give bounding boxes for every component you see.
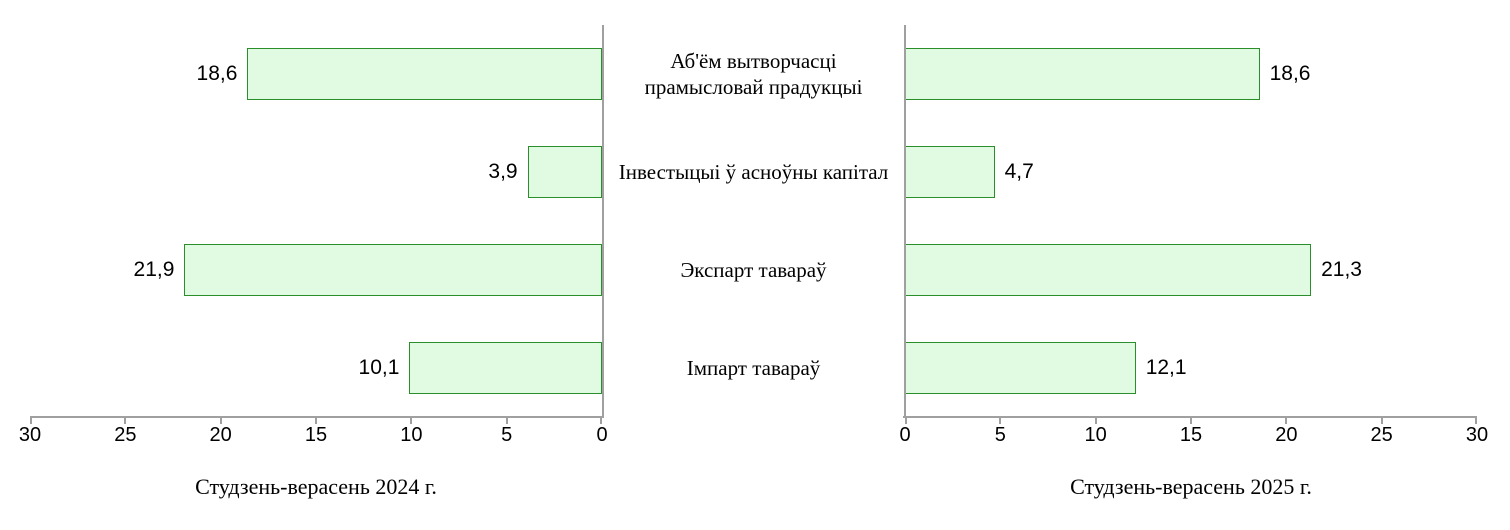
chart-2025-plot-area: 18,6 4,7 21,3 12,1 bbox=[905, 25, 1477, 417]
bar-row: 10,1 bbox=[30, 319, 602, 417]
axis-tick-label: 5 bbox=[994, 424, 1006, 446]
bar-row: 18,6 bbox=[905, 25, 1477, 123]
axis-tick bbox=[315, 418, 317, 424]
x-axis-ticks-2024: 30 25 20 15 10 5 0 bbox=[19, 417, 608, 447]
axis-tick-label: 20 bbox=[209, 424, 232, 446]
axis-tick-label: 0 bbox=[596, 424, 608, 446]
axis-tick-label: 25 bbox=[1370, 424, 1393, 446]
axis-title-2025: Студзень-верасень 2025 г. bbox=[1070, 474, 1312, 499]
bar-row: 12,1 bbox=[905, 319, 1477, 417]
axis-tick-label: 20 bbox=[1275, 424, 1298, 446]
bar bbox=[184, 244, 602, 296]
axis-tick-label: 15 bbox=[1179, 424, 1203, 446]
bar bbox=[527, 146, 602, 198]
value-axis-line-2025 bbox=[904, 25, 906, 417]
bar-value-label: 4,7 bbox=[1004, 160, 1034, 183]
category-label: Экспарт тавараў bbox=[680, 258, 827, 282]
axis-tick bbox=[1475, 418, 1477, 424]
axis-tick bbox=[219, 418, 222, 424]
category-label: Аб'ём вытворчасці прамысловай прадукцыі bbox=[644, 49, 863, 99]
bar-row: 4,7 bbox=[905, 123, 1477, 221]
axis-tick-label: 0 bbox=[899, 424, 911, 446]
bar bbox=[905, 244, 1312, 296]
axis-tick-label: 5 bbox=[501, 424, 513, 446]
bar-row: 18,6 bbox=[30, 25, 602, 123]
bar-value-label: 18,6 bbox=[196, 62, 238, 85]
axis-tick bbox=[905, 418, 907, 424]
bar-value-label: 12,1 bbox=[1145, 356, 1187, 379]
axis-tick bbox=[1380, 418, 1383, 424]
bar-row: 21,3 bbox=[905, 221, 1477, 319]
axis-tick-label: 30 bbox=[1465, 424, 1489, 446]
category-label: Інвестыцыі ў асноўны капітал bbox=[618, 160, 889, 184]
axis-tick bbox=[1094, 418, 1097, 424]
bar bbox=[409, 342, 602, 394]
bar-value-label: 21,9 bbox=[133, 258, 175, 281]
bar-row: 21,9 bbox=[30, 221, 602, 319]
chart-2024-plot-area: 18,6 3,9 21,9 10,1 bbox=[30, 25, 602, 417]
bar bbox=[247, 48, 602, 100]
axis-tick-label: 25 bbox=[114, 424, 137, 446]
axis-tick-label: 30 bbox=[18, 424, 42, 446]
axis-tick bbox=[600, 418, 602, 424]
axis-tick-label: 15 bbox=[304, 424, 328, 446]
axis-tick bbox=[999, 418, 1002, 424]
axis-tick-label: 10 bbox=[1084, 424, 1107, 446]
x-axis-line-2025 bbox=[903, 416, 1477, 418]
x-axis-ticks-2025: 0 5 10 15 20 25 30 bbox=[899, 417, 1488, 447]
axis-tick bbox=[1190, 418, 1192, 424]
category-labels-column: Аб'ём вытворчасці прамысловай прадукцыі І… bbox=[602, 25, 905, 417]
axis-tick bbox=[410, 418, 413, 424]
value-axis-line-2024 bbox=[602, 25, 604, 417]
axis-tick bbox=[124, 418, 127, 424]
bar bbox=[905, 146, 995, 198]
bar-value-label: 3,9 bbox=[488, 160, 518, 183]
bar-value-label: 10,1 bbox=[358, 356, 400, 379]
x-axis-line-2024 bbox=[30, 416, 604, 418]
axis-tick-label: 10 bbox=[400, 424, 423, 446]
bar-row: 3,9 bbox=[30, 123, 602, 221]
axis-title-2024: Студзень-верасень 2024 г. bbox=[195, 474, 437, 499]
bar bbox=[905, 48, 1260, 100]
bar-value-label: 21,3 bbox=[1321, 258, 1362, 281]
bar bbox=[905, 342, 1136, 394]
bar-value-label: 18,6 bbox=[1269, 62, 1311, 85]
category-label: Імпарт тавараў bbox=[686, 356, 821, 380]
axis-tick bbox=[1285, 418, 1288, 424]
axis-tick bbox=[505, 418, 508, 424]
axis-tick bbox=[30, 418, 32, 424]
